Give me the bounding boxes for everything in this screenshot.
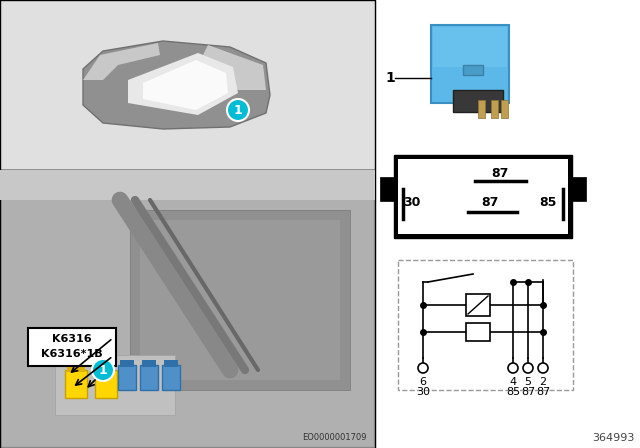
Bar [572, 177, 586, 201]
Circle shape [418, 363, 428, 373]
Bar [0, 170, 375, 200]
Bar [140, 220, 340, 380]
Bar [140, 365, 158, 390]
Text: 87: 87 [521, 387, 535, 397]
Bar [55, 355, 175, 415]
Bar [431, 25, 509, 103]
Polygon shape [203, 45, 266, 90]
Text: K6316*1B: K6316*1B [41, 349, 103, 359]
Bar [0, 0, 375, 170]
Text: 5: 5 [525, 377, 531, 387]
Bar [28, 328, 116, 366]
Circle shape [227, 99, 249, 121]
Text: 6: 6 [419, 377, 426, 387]
Circle shape [92, 359, 114, 381]
Bar [130, 210, 350, 390]
Circle shape [538, 363, 548, 373]
Circle shape [523, 363, 533, 373]
Bar [478, 100, 485, 118]
Polygon shape [83, 41, 270, 129]
Text: 2: 2 [540, 377, 547, 387]
Text: 87: 87 [492, 167, 509, 180]
Text: 1: 1 [99, 363, 108, 376]
Text: EO0000001709: EO0000001709 [303, 433, 367, 442]
Bar [2, 172, 373, 446]
Text: 364993: 364993 [593, 433, 635, 443]
Bar [491, 100, 498, 118]
Bar [398, 260, 573, 390]
Text: 85: 85 [539, 197, 556, 210]
Bar [463, 65, 483, 75]
Bar [120, 360, 134, 367]
Circle shape [508, 363, 518, 373]
Bar [142, 360, 156, 367]
Polygon shape [83, 43, 160, 80]
Bar [95, 370, 117, 398]
Bar [433, 27, 507, 67]
Bar [501, 100, 508, 118]
Bar [466, 294, 490, 316]
Bar [453, 90, 503, 112]
Text: 4: 4 [509, 377, 516, 387]
Bar [164, 360, 178, 367]
Bar [0, 170, 375, 448]
Text: 30: 30 [416, 387, 430, 397]
Bar [118, 365, 136, 390]
Text: 87: 87 [536, 387, 550, 397]
Text: 1: 1 [234, 103, 243, 116]
Bar [67, 364, 85, 372]
Bar [398, 159, 568, 234]
Text: 85: 85 [506, 387, 520, 397]
Bar [97, 364, 115, 372]
Bar [65, 370, 87, 398]
Text: 30: 30 [403, 197, 420, 210]
Text: 87: 87 [481, 197, 499, 210]
Bar [394, 155, 572, 238]
Bar [162, 365, 180, 390]
Bar [380, 177, 394, 201]
Text: 1: 1 [385, 71, 395, 85]
Text: K6316: K6316 [52, 334, 92, 344]
Polygon shape [128, 53, 238, 115]
Bar [466, 323, 490, 341]
Polygon shape [143, 60, 228, 110]
Bar [0, 0, 375, 448]
